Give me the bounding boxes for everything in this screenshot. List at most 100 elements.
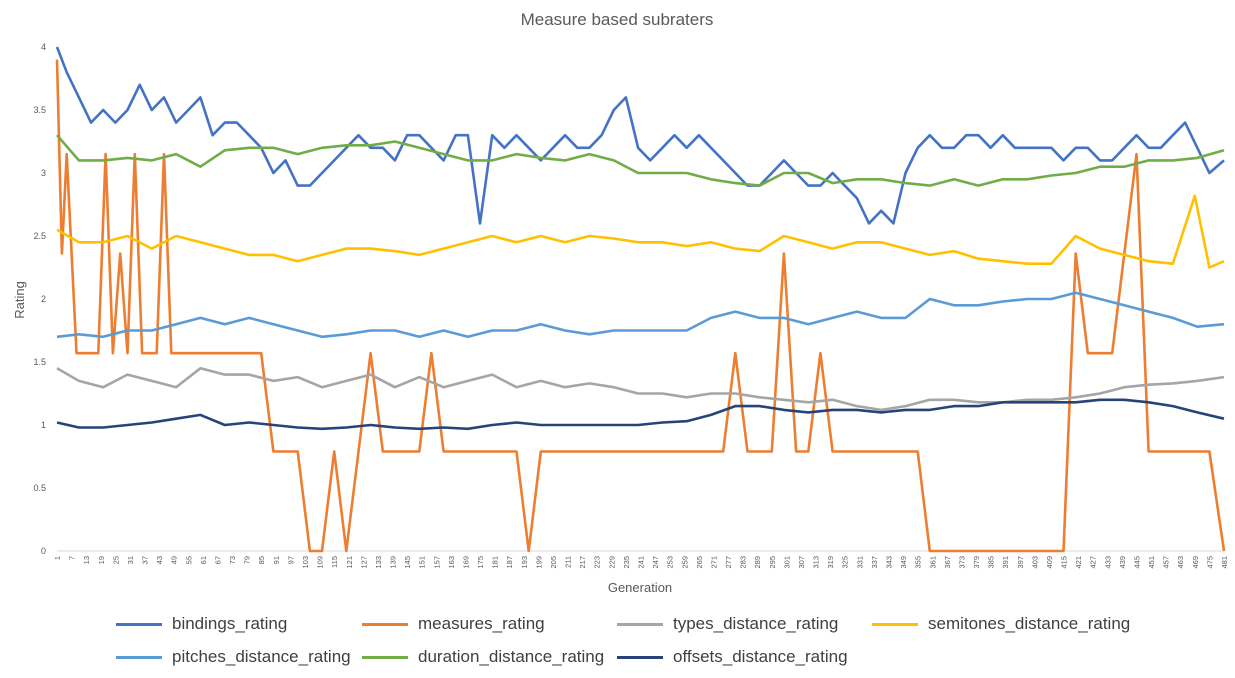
- x-tick-label: 421: [1074, 556, 1083, 569]
- legend-swatch: [617, 622, 663, 626]
- x-tick-label: 67: [213, 556, 222, 564]
- series-line-offsets-distance-rating: [56, 398, 1225, 431]
- x-tick-label: 49: [170, 556, 179, 564]
- series-line-pitches-distance-rating: [56, 291, 1225, 339]
- legend-swatch: [362, 622, 408, 626]
- x-tick-label: 325: [841, 556, 850, 569]
- x-tick-label: 229: [607, 556, 616, 569]
- legend-item-pitches-distance-rating: pitches_distance_rating: [116, 647, 351, 667]
- legend-label: measures_rating: [418, 614, 545, 633]
- x-tick-label: 79: [243, 556, 252, 564]
- x-tick-label: 367: [943, 556, 952, 569]
- x-tick-label: 445: [1132, 556, 1141, 569]
- x-tick-label: 199: [534, 556, 543, 569]
- x-tick-label: 223: [593, 556, 602, 569]
- legend-label: duration_distance_rating: [418, 647, 605, 666]
- x-tick-label: 337: [870, 556, 879, 569]
- x-tick-label: 247: [651, 556, 660, 569]
- x-tick-label: 25: [111, 556, 120, 564]
- x-tick-label: 103: [301, 556, 310, 569]
- x-tick-label: 37: [141, 556, 150, 564]
- x-tick-label: 391: [1001, 556, 1010, 569]
- y-tick-labels: 0 0.5 1 1.5 2 2.5 3 3.5 4: [33, 42, 46, 556]
- x-tick-label: 55: [184, 556, 193, 564]
- x-tick-label: 43: [155, 556, 164, 564]
- legend-swatch: [116, 655, 162, 659]
- x-tick-label: 397: [1016, 556, 1025, 569]
- x-tick-label: 451: [1147, 556, 1156, 569]
- x-tick-label: 283: [739, 556, 748, 569]
- legend-item-semitones-distance-rating: semitones_distance_rating: [872, 614, 1130, 634]
- legend: bindings_rating measures_rating types_dist…: [0, 610, 1235, 670]
- legend-label: bindings_rating: [172, 614, 288, 633]
- series-line-semitones-distance-rating: [56, 194, 1225, 269]
- y-tick-label: 3.5: [33, 105, 46, 115]
- x-tick-label: 31: [126, 556, 135, 564]
- x-tick-label: 91: [272, 556, 281, 564]
- x-tick-label: 175: [476, 556, 485, 569]
- y-tick-label: 4: [41, 42, 46, 52]
- series-line-duration-distance-rating: [56, 134, 1225, 187]
- x-tick-label: 211: [564, 556, 573, 568]
- x-tick-label: 415: [1060, 556, 1069, 569]
- chart-title: Measure based subraters: [521, 10, 714, 29]
- y-tick-label: 2: [41, 294, 46, 304]
- x-tick-label: 1: [53, 556, 62, 560]
- legend-item-types-distance-rating: types_distance_rating: [617, 614, 838, 634]
- legend-label: offsets_distance_rating: [673, 647, 848, 666]
- y-tick-label: 3: [41, 168, 46, 178]
- y-tick-label: 0.5: [33, 483, 46, 493]
- legend-swatch: [617, 655, 663, 659]
- legend-item-measures-rating: measures_rating: [362, 614, 545, 634]
- series-lines: [55, 46, 1226, 553]
- legend-label: semitones_distance_rating: [928, 614, 1131, 633]
- x-tick-label: 373: [957, 556, 966, 569]
- x-tick-label: 349: [899, 556, 908, 569]
- legend-item-bindings-rating: bindings_rating: [116, 614, 287, 634]
- x-tick-label: 319: [826, 556, 835, 569]
- y-tick-label: 1.5: [33, 357, 46, 367]
- x-tick-label: 7: [68, 556, 77, 560]
- x-tick-label: 127: [359, 556, 368, 569]
- x-tick-label: 13: [82, 556, 91, 564]
- x-tick-label: 205: [549, 556, 558, 569]
- x-tick-label: 343: [884, 556, 893, 569]
- x-tick-label: 403: [1030, 556, 1039, 569]
- x-tick-label: 241: [637, 556, 646, 569]
- legend-item-duration-distance-rating: duration_distance_rating: [362, 647, 604, 667]
- x-tick-label: 475: [1205, 556, 1214, 569]
- x-tick-label: 97: [286, 556, 295, 564]
- x-tick-label: 109: [316, 556, 325, 569]
- x-tick-label: 427: [1089, 556, 1098, 569]
- y-tick-label: 1: [41, 420, 46, 430]
- x-tick-label: 457: [1162, 556, 1171, 569]
- x-tick-label: 307: [797, 556, 806, 569]
- legend-swatch: [116, 622, 162, 626]
- x-tick-label: 289: [753, 556, 762, 569]
- x-tick-label: 187: [505, 556, 514, 569]
- x-tick-label: 139: [389, 556, 398, 569]
- x-tick-label: 301: [782, 556, 791, 569]
- legend-label: types_distance_rating: [673, 614, 839, 633]
- y-tick-label: 0: [41, 546, 46, 556]
- x-tick-label: 121: [345, 556, 354, 569]
- chart: Measure based subraters Rating Generatio…: [12, 10, 1229, 595]
- x-tick-label: 379: [972, 556, 981, 569]
- legend-swatch: [362, 655, 408, 659]
- x-tick-label: 313: [812, 556, 821, 569]
- x-tick-label: 85: [257, 556, 266, 564]
- x-tick-label: 385: [987, 556, 996, 569]
- x-tick-label: 355: [914, 556, 923, 569]
- x-tick-label: 163: [447, 556, 456, 569]
- x-tick-label: 73: [228, 556, 237, 564]
- x-tick-label: 217: [578, 556, 587, 569]
- x-tick-label: 151: [418, 556, 427, 569]
- x-tick-label: 331: [855, 556, 864, 569]
- x-tick-labels: 1 7 13 19 25 31 37 43 49 55 61 67 73 79 85 91 97 103 109 11…: [53, 556, 1229, 569]
- y-axis-title: Rating: [12, 281, 27, 319]
- x-tick-label: 439: [1118, 556, 1127, 569]
- x-tick-label: 481: [1220, 556, 1229, 569]
- x-tick-label: 145: [403, 556, 412, 569]
- legend-label: pitches_distance_rating: [172, 647, 351, 666]
- x-tick-label: 463: [1176, 556, 1185, 569]
